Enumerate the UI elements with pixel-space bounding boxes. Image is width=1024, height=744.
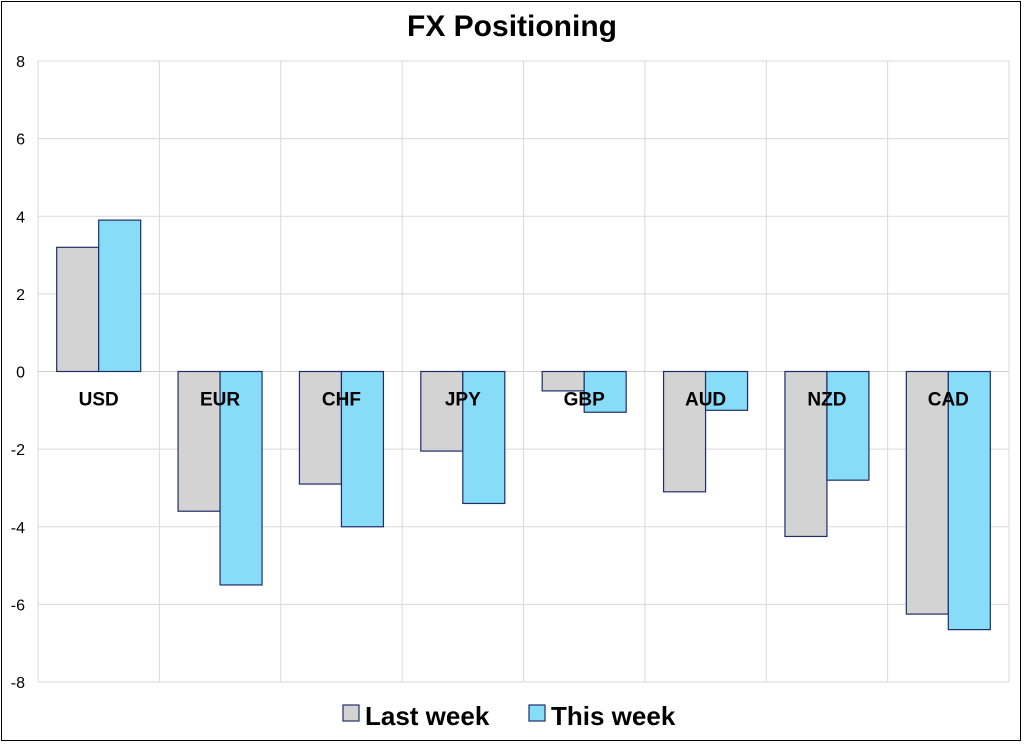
y-tick-label: -4 bbox=[11, 520, 25, 537]
category-label-eur: EUR bbox=[200, 390, 240, 411]
category-label-nzd: NZD bbox=[807, 390, 846, 411]
y-tick-label: 6 bbox=[16, 132, 25, 149]
bar-this-week-nzd bbox=[826, 370, 870, 481]
bars bbox=[56, 219, 991, 631]
y-tick-label: -6 bbox=[11, 597, 25, 614]
category-label-gbp: GBP bbox=[564, 390, 606, 411]
legend-swatch-last-week bbox=[342, 704, 360, 722]
bar-this-week-usd bbox=[98, 219, 142, 373]
bar-this-week-aud bbox=[704, 370, 749, 411]
bar-this-week-cad bbox=[947, 370, 991, 631]
bar-this-week-gbp bbox=[583, 370, 627, 413]
legend-swatch-this-week bbox=[528, 704, 546, 722]
bar-last-week-usd bbox=[56, 246, 100, 373]
bar-last-week-chf bbox=[298, 370, 343, 485]
category-label-usd: USD bbox=[79, 390, 119, 411]
bar-this-week-jpy bbox=[462, 370, 506, 505]
chart-title: FX Positioning bbox=[407, 10, 617, 43]
category-label-cad: CAD bbox=[928, 390, 969, 411]
category-label-aud: AUD bbox=[685, 390, 726, 411]
bar-this-week-eur bbox=[219, 370, 263, 586]
bar-last-week-cad bbox=[905, 370, 949, 615]
y-tick-label: 2 bbox=[16, 287, 25, 304]
legend: Last week This week bbox=[342, 701, 676, 731]
y-axis: -8 -6 -4 -2 0 2 4 6 8 bbox=[11, 54, 25, 692]
bar-last-week-aud bbox=[662, 370, 707, 493]
legend-label-last-week: Last week bbox=[365, 701, 490, 731]
legend-label-this-week: This week bbox=[551, 701, 676, 731]
bar-this-week-chf bbox=[340, 370, 385, 528]
category-labels: USD EUR CHF JPY GBP AUD NZD CAD bbox=[79, 390, 969, 411]
y-tick-label: -2 bbox=[11, 442, 25, 459]
category-label-chf: CHF bbox=[322, 390, 361, 411]
y-tick-label: 4 bbox=[16, 209, 25, 226]
bar-last-week-nzd bbox=[784, 370, 828, 538]
bar-last-week-eur bbox=[177, 370, 221, 512]
bar-last-week-jpy bbox=[420, 370, 464, 452]
y-tick-label: 0 bbox=[16, 365, 25, 382]
bar-last-week-gbp bbox=[541, 370, 585, 392]
y-tick-label: 8 bbox=[16, 54, 25, 71]
category-label-jpy: JPY bbox=[445, 390, 481, 411]
y-tick-label: -8 bbox=[11, 675, 25, 692]
